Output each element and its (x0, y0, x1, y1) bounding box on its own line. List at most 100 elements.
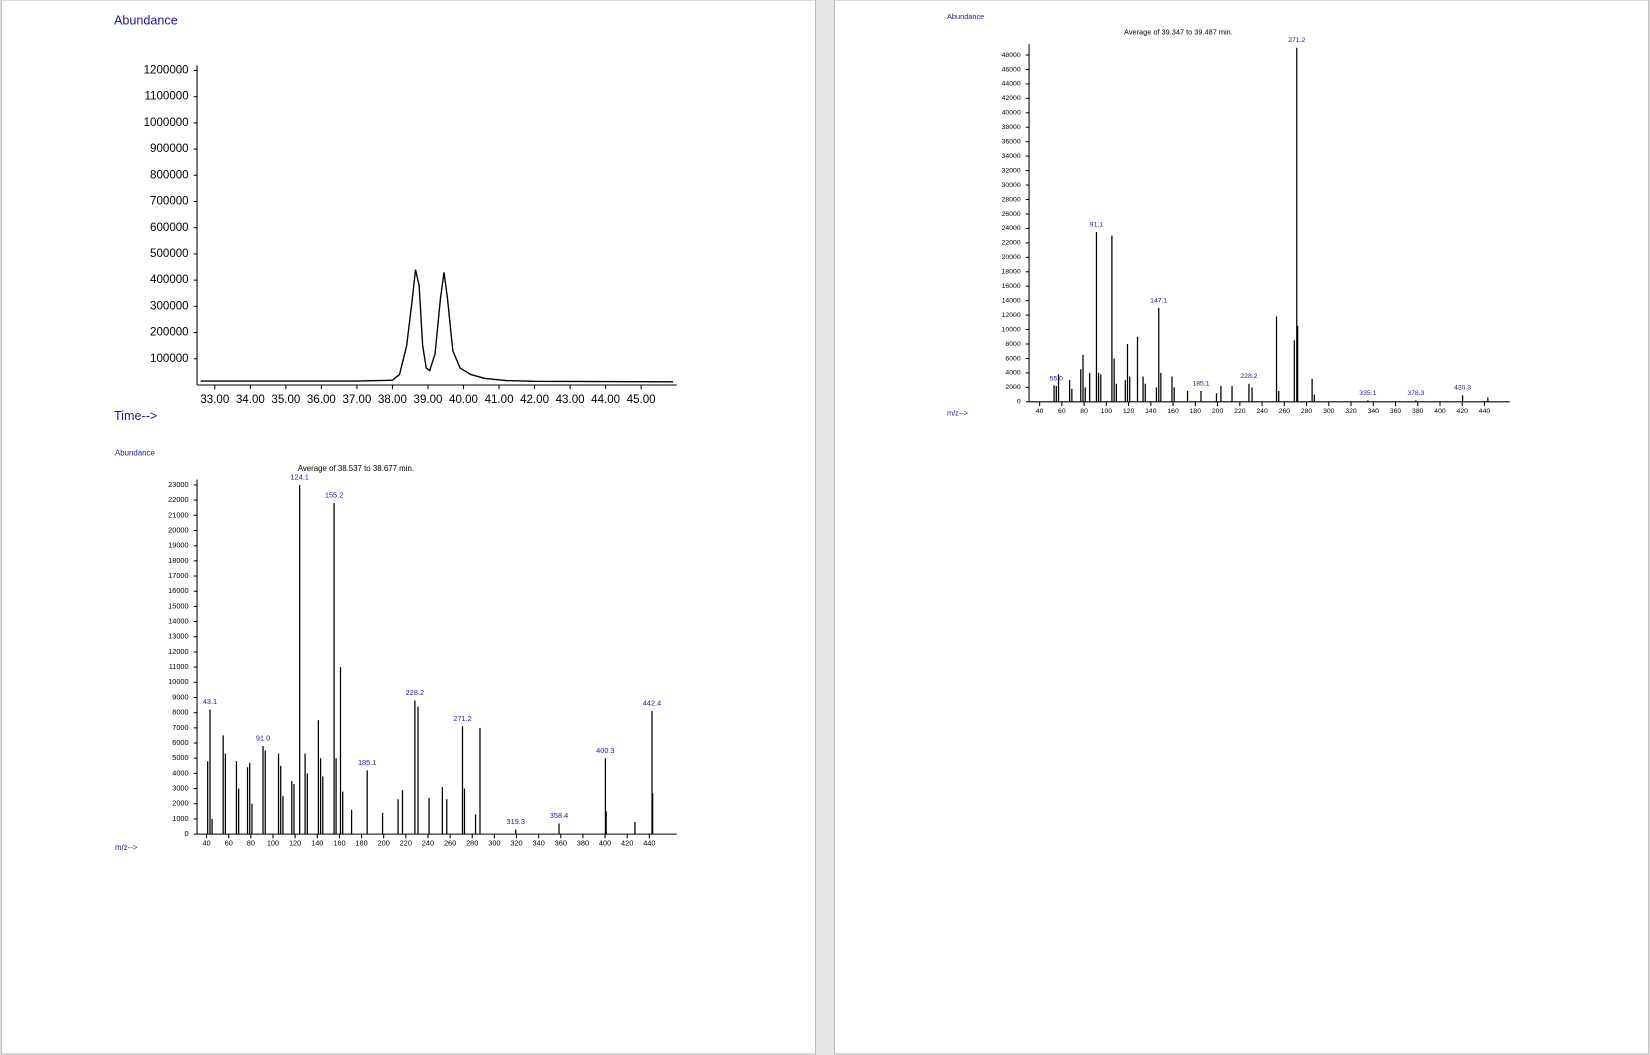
x-tick-label: 200 (1212, 408, 1224, 415)
y-tick-label: 22000 (1002, 240, 1021, 247)
x-tick-label: 60 (225, 839, 233, 848)
y-tick-label: 14000 (1002, 297, 1021, 304)
x-tick-label: 420 (621, 839, 633, 848)
y-tick-label: 2000 (1005, 384, 1020, 391)
x-tick-label: 80 (247, 839, 255, 848)
y-axis-label: Abundance (114, 13, 178, 27)
page-left (0, 0, 817, 1055)
x-tick-label: 320 (1345, 408, 1357, 415)
x-tick-label: 440 (1479, 408, 1491, 415)
x-tick-label: 33.00 (200, 394, 229, 406)
y-tick-label: 5000 (172, 753, 188, 762)
y-tick-label: 9000 (172, 692, 188, 701)
y-tick-label: 20000 (168, 525, 188, 534)
y-tick-label: 500000 (150, 248, 189, 260)
y-tick-label: 20000 (1002, 254, 1021, 261)
x-tick-label: 200 (378, 839, 390, 848)
peak-label: 185.1 (358, 758, 376, 767)
y-tick-label: 12000 (1002, 312, 1021, 319)
y-axis-label: Abundance (115, 448, 155, 457)
x-tick-label: 140 (1145, 408, 1157, 415)
x-tick-label: 260 (1279, 408, 1291, 415)
y-tick-label: 12000 (168, 647, 188, 656)
chart-title: Average of 39.347 to 39.487 min. (1124, 28, 1233, 37)
y-tick-label: 30000 (1002, 182, 1021, 189)
y-tick-label: 4000 (172, 768, 188, 777)
y-tick-label: 19000 (168, 541, 188, 550)
x-tick-label: 340 (1368, 408, 1380, 415)
x-tick-label: 320 (510, 839, 522, 848)
x-tick-label: 34.00 (236, 394, 265, 406)
x-tick-label: 35.00 (271, 394, 300, 406)
y-tick-label: 42000 (1002, 95, 1021, 102)
x-tick-label: 120 (1123, 408, 1135, 415)
y-tick-label: 44000 (1002, 81, 1021, 88)
y-tick-label: 1200000 (144, 65, 189, 77)
x-tick-label: 360 (1390, 408, 1402, 415)
peak-label: 335.1 (1359, 390, 1376, 397)
y-tick-label: 6000 (172, 738, 188, 747)
y-tick-label: 18000 (1002, 269, 1021, 276)
peak-label: 91.0 (256, 734, 270, 743)
y-tick-label: 6000 (1005, 355, 1020, 362)
chart-title: Average of 38.537 to 38.677 min. (298, 464, 414, 473)
x-tick-label: 180 (355, 839, 367, 848)
y-tick-label: 32000 (1002, 167, 1021, 174)
peak-label: 358.4 (550, 811, 568, 820)
y-tick-label: 40000 (1002, 110, 1021, 117)
y-tick-label: 21000 (168, 510, 188, 519)
y-tick-label: 1100000 (144, 91, 188, 103)
peak-label: 91.1 (1090, 221, 1103, 228)
x-tick-label: 280 (466, 839, 478, 848)
peak-label: 400.3 (596, 746, 614, 755)
x-tick-label: 36.00 (307, 394, 336, 406)
x-axis-label: m/z--> (947, 408, 968, 417)
x-tick-label: 41.00 (485, 394, 514, 406)
x-tick-label: 340 (533, 839, 545, 848)
x-tick-label: 44.00 (591, 394, 620, 406)
y-tick-label: 28000 (1002, 196, 1021, 203)
peak-label: 271.2 (1288, 37, 1305, 44)
x-tick-label: 42.00 (520, 394, 549, 406)
y-tick-label: 38000 (1002, 124, 1021, 131)
x-tick-label: 240 (1256, 408, 1268, 415)
x-tick-label: 360 (555, 839, 567, 848)
peak-label: 55.0 (1050, 375, 1063, 382)
y-tick-label: 23000 (168, 480, 188, 489)
x-tick-label: 160 (333, 839, 345, 848)
y-tick-label: 600000 (150, 222, 189, 234)
x-tick-label: 380 (577, 839, 589, 848)
x-tick-label: 420 (1457, 408, 1469, 415)
y-tick-label: 700000 (150, 196, 189, 208)
peak-label: 124.1 (290, 473, 308, 482)
x-tick-label: 120 (289, 839, 301, 848)
peak-label: 271.2 (453, 714, 471, 723)
y-tick-label: 17000 (168, 571, 188, 580)
y-tick-label: 900000 (150, 143, 189, 155)
y-tick-label: 16000 (168, 586, 188, 595)
x-tick-label: 37.00 (342, 394, 371, 406)
y-tick-label: 15000 (168, 601, 188, 610)
y-tick-label: 34000 (1002, 153, 1021, 160)
x-tick-label: 45.00 (627, 394, 656, 406)
x-tick-label: 39.00 (414, 394, 443, 406)
peak-label: 378.3 (1407, 390, 1424, 397)
x-tick-label: 300 (488, 839, 500, 848)
x-tick-label: 60 (1058, 408, 1066, 415)
y-tick-label: 800000 (150, 169, 189, 181)
x-tick-label: 40 (1036, 408, 1044, 415)
x-tick-label: 400 (599, 839, 611, 848)
peak-label: 228.2 (406, 688, 424, 697)
x-tick-label: 140 (311, 839, 323, 848)
y-tick-label: 48000 (1002, 52, 1021, 59)
x-tick-label: 43.00 (556, 394, 585, 406)
x-tick-label: 180 (1190, 408, 1202, 415)
x-tick-label: 400 (1434, 408, 1446, 415)
y-tick-label: 36000 (1002, 139, 1021, 146)
x-tick-label: 38.00 (378, 394, 407, 406)
peak-label: 43.1 (203, 697, 217, 706)
x-tick-label: 260 (444, 839, 456, 848)
y-tick-label: 1000 (172, 814, 188, 823)
